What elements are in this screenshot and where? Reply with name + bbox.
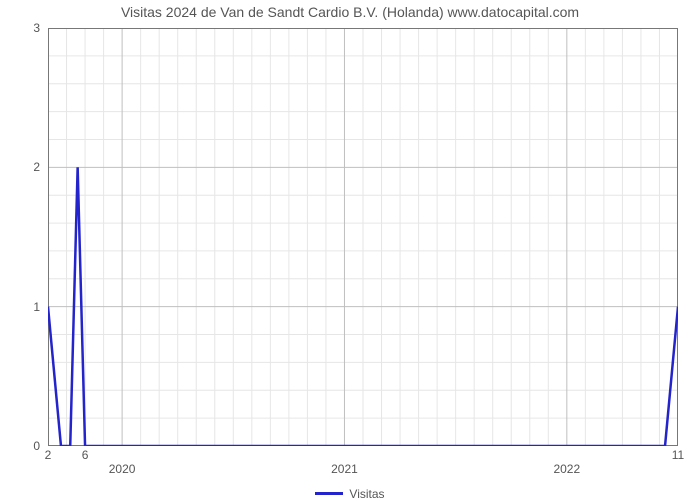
chart-container: Visitas 2024 de Van de Sandt Cardio B.V.… xyxy=(0,0,700,500)
legend-swatch xyxy=(315,492,343,495)
y-tick-label: 3 xyxy=(10,21,40,35)
legend-label: Visitas xyxy=(349,487,384,501)
x-tick-label-minor: 11 xyxy=(672,448,684,462)
x-tick-label-major: 2020 xyxy=(109,462,136,476)
plot-area xyxy=(48,28,678,446)
legend: Visitas xyxy=(0,482,700,501)
x-tick-label-major: 2022 xyxy=(553,462,580,476)
y-tick-label: 2 xyxy=(10,160,40,174)
y-tick-label: 0 xyxy=(10,439,40,453)
chart-title: Visitas 2024 de Van de Sandt Cardio B.V.… xyxy=(0,4,700,20)
chart-svg xyxy=(48,28,678,446)
y-tick-label: 1 xyxy=(10,300,40,314)
x-tick-label-minor: 6 xyxy=(82,448,89,462)
legend-item-visitas: Visitas xyxy=(315,487,384,501)
x-tick-label-minor: 2 xyxy=(45,448,52,462)
x-tick-label-major: 2021 xyxy=(331,462,358,476)
